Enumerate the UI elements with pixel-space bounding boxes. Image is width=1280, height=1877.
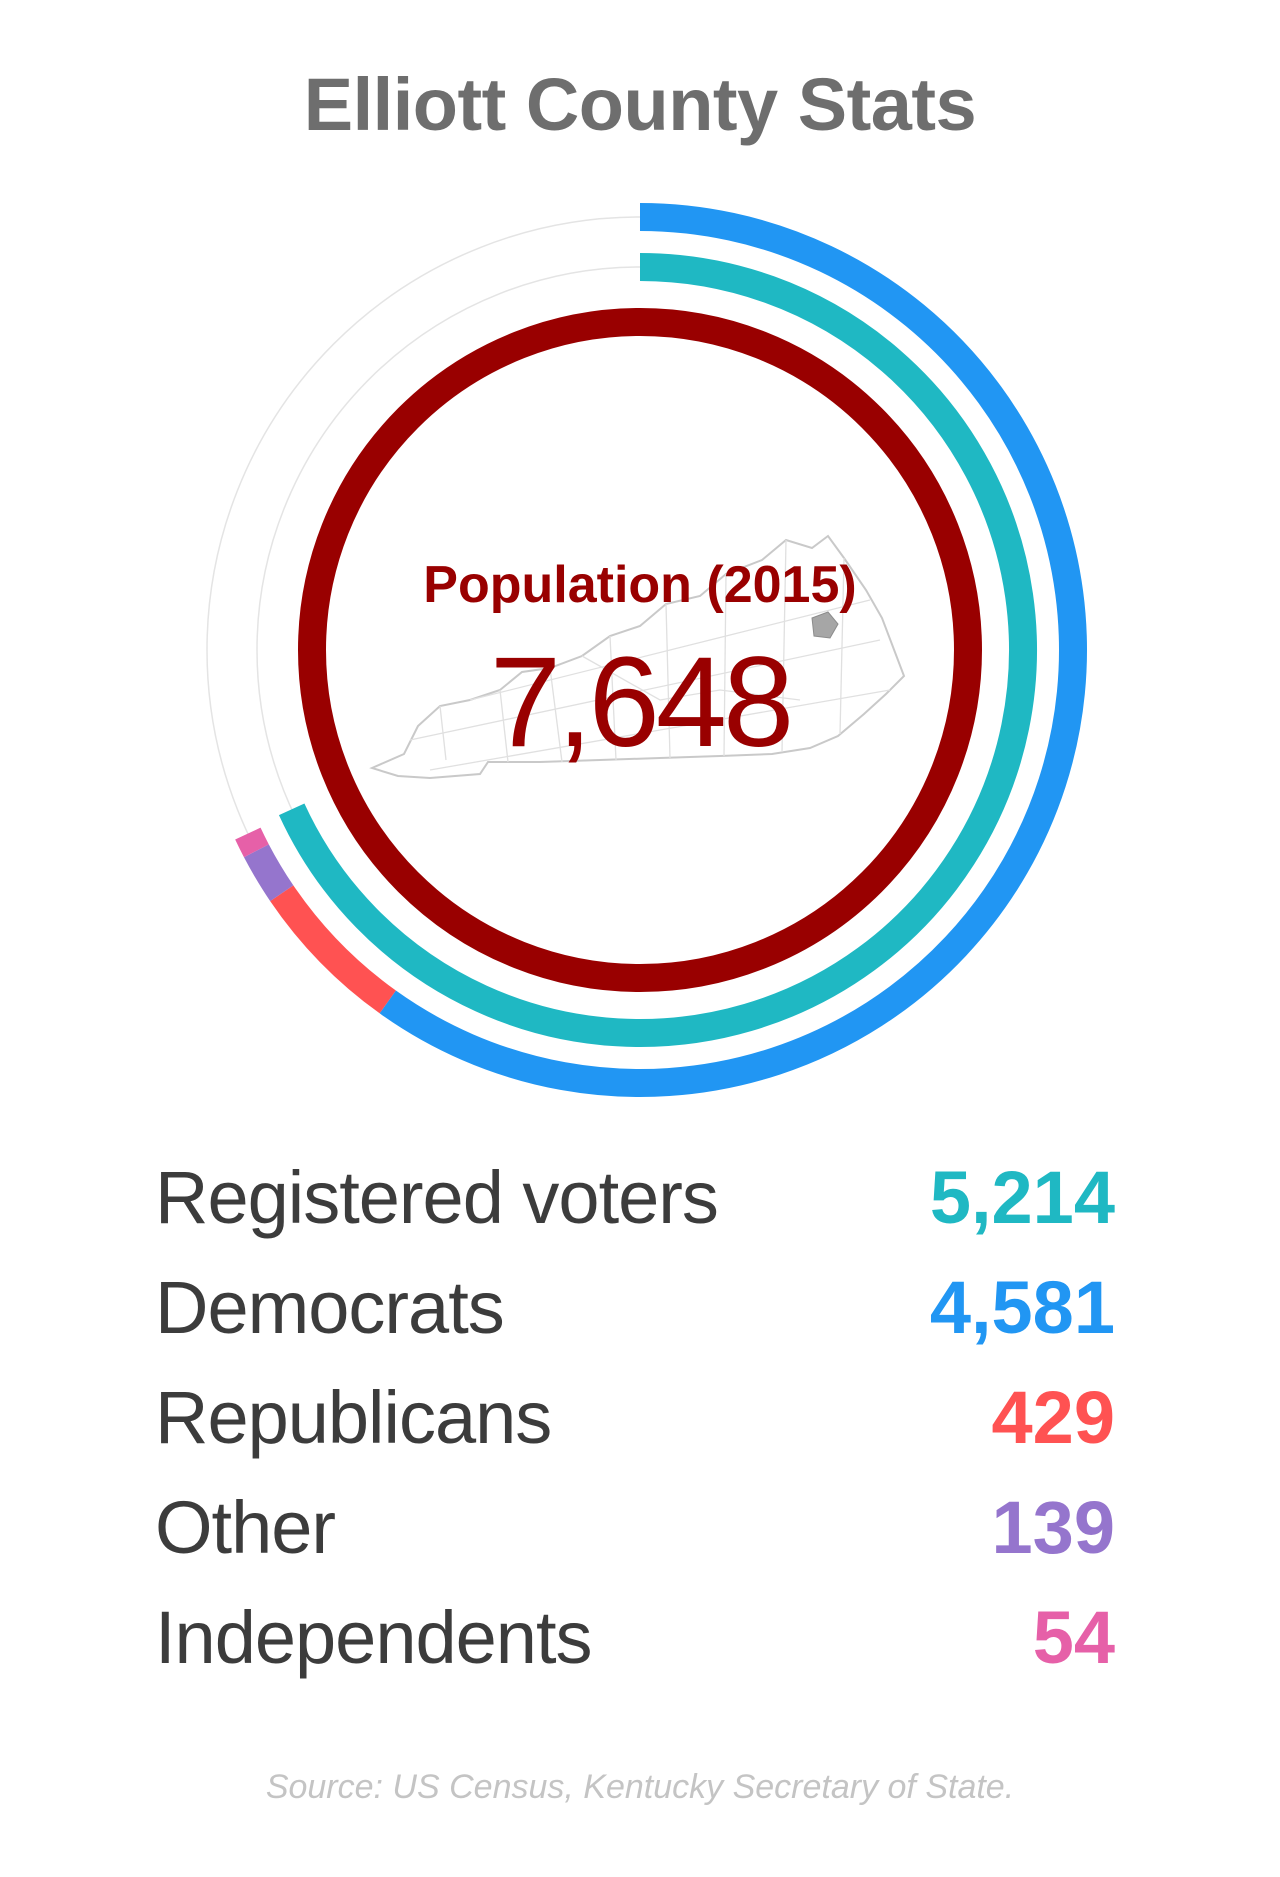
ring-segment-republicans [270,885,396,1014]
population-label: Population (2015) [423,556,856,614]
ring-segment-registered-voters [278,253,1037,1047]
chart-title: Elliott County Stats [303,63,977,146]
stat-label: Registered voters [155,1156,719,1239]
stat-value: 5,214 [929,1156,1115,1239]
stat-value: 139 [991,1486,1115,1569]
stat-label: Other [155,1486,336,1569]
elliott-county-highlight [811,611,839,639]
ring-segment-population-2015 [298,308,982,992]
stat-label: Independents [155,1596,593,1679]
stat-value: 429 [991,1376,1115,1459]
stat-row-republicans: Republicans 429 [155,1375,1115,1485]
population-value: 7,648 [490,631,790,774]
kentucky-map-icon [369,534,906,780]
stats-list: Registered voters 5,214 Democrats 4,581 … [155,1155,1115,1705]
stat-row-registered-voters: Registered voters 5,214 [155,1155,1115,1265]
ring-segment-independents [235,827,269,858]
source-note: Source: US Census, Kentucky Secretary of… [265,1768,1015,1806]
stat-value: 54 [1032,1596,1115,1679]
stat-label: Republicans [155,1376,552,1459]
ring-segment-other [243,844,294,902]
stat-row-other: Other 139 [155,1485,1115,1595]
stat-row-democrats: Democrats 4,581 [155,1265,1115,1375]
ring-segment-democrats [379,203,1087,1097]
stat-row-independents: Independents 54 [155,1595,1115,1705]
stat-value: 4,581 [929,1266,1115,1349]
ring-arcs [235,203,1087,1097]
stat-label: Democrats [155,1266,505,1349]
